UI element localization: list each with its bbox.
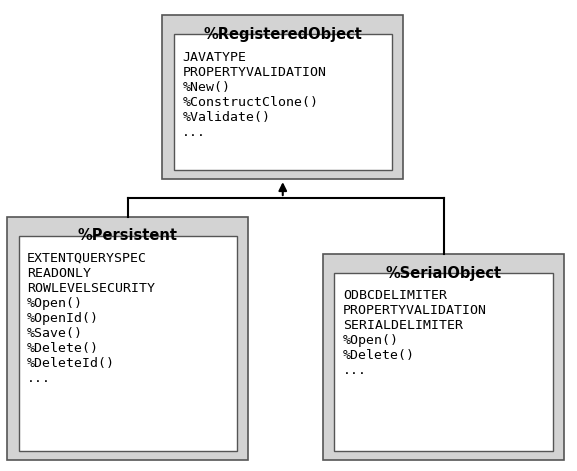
FancyBboxPatch shape — [18, 236, 237, 451]
FancyBboxPatch shape — [174, 34, 392, 170]
FancyBboxPatch shape — [7, 217, 248, 460]
Text: %Persistent: %Persistent — [78, 228, 178, 244]
Text: EXTENTQUERYSPEC
READONLY
ROWLEVELSECURITY
%Open()
%OpenId()
%Save()
%Delete()
%D: EXTENTQUERYSPEC READONLY ROWLEVELSECURIT… — [27, 252, 155, 385]
FancyBboxPatch shape — [162, 16, 403, 179]
FancyBboxPatch shape — [335, 273, 553, 451]
Text: ODBCDELIMITER
PROPERTYVALIDATION
SERIALDELIMITER
%Open()
%Delete()
...: ODBCDELIMITER PROPERTYVALIDATION SERIALD… — [343, 289, 487, 377]
Text: %SerialObject: %SerialObject — [385, 266, 501, 281]
Text: JAVATYPE
PROPERTYVALIDATION
%New()
%ConstructClone()
%Validate()
...: JAVATYPE PROPERTYVALIDATION %New() %Cons… — [182, 50, 326, 138]
FancyBboxPatch shape — [323, 254, 564, 460]
Text: %RegisteredObject: %RegisteredObject — [203, 27, 362, 42]
